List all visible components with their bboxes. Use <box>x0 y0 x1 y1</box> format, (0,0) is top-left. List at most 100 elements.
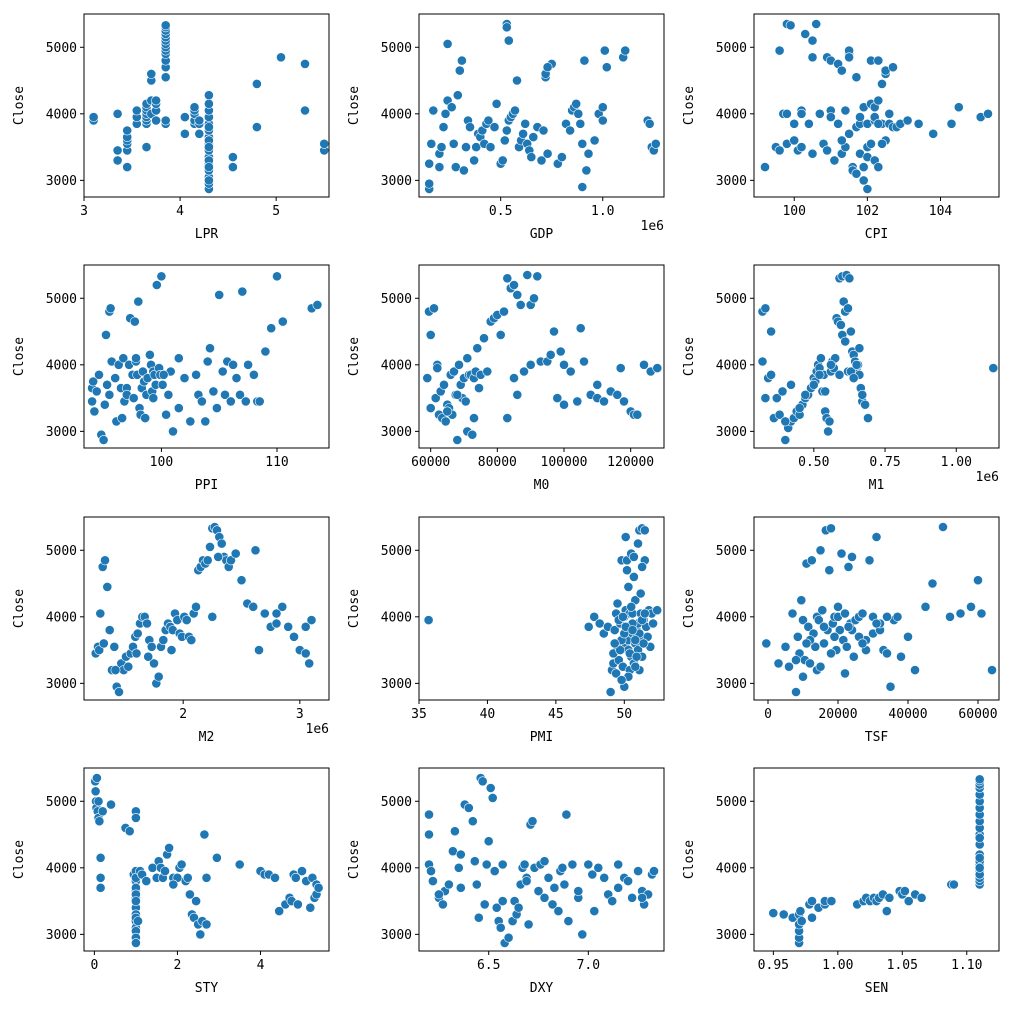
data-point <box>774 145 785 156</box>
data-point <box>123 661 134 672</box>
data-point <box>785 20 796 31</box>
data-point <box>146 641 157 652</box>
data-point <box>816 353 826 364</box>
y-tick-label: 4000 <box>716 107 747 122</box>
data-point <box>840 668 850 679</box>
data-point <box>798 671 808 682</box>
data-point <box>203 162 214 172</box>
data-point <box>784 661 794 672</box>
data-point <box>760 162 770 172</box>
data-point <box>158 635 169 645</box>
data-point <box>806 555 817 566</box>
data-point <box>454 65 465 76</box>
data-point <box>798 615 808 625</box>
data-point <box>156 271 167 282</box>
data-point <box>843 562 854 572</box>
x-tick-label: 100000 <box>541 455 588 470</box>
data-point <box>843 621 854 632</box>
data-point <box>555 346 566 357</box>
data-point <box>425 329 436 340</box>
x-tick-label: 3 <box>296 707 304 722</box>
y-tick-label: 3000 <box>716 174 747 189</box>
data-point <box>469 856 480 867</box>
y-tick-label: 3000 <box>381 677 412 692</box>
data-point <box>201 872 212 883</box>
data-point <box>102 582 113 592</box>
data-point <box>760 303 771 314</box>
data-point <box>549 882 560 893</box>
data-point <box>789 118 800 129</box>
data-point <box>623 582 634 592</box>
data-point <box>499 135 510 146</box>
data-point <box>630 635 641 645</box>
data-point <box>185 416 196 427</box>
data-point <box>638 638 649 649</box>
y-tick-label: 4000 <box>46 861 77 876</box>
data-point <box>824 416 835 427</box>
data-point <box>160 72 171 83</box>
data-point <box>446 102 457 113</box>
y-tick-label: 3000 <box>716 425 747 440</box>
data-point <box>796 108 807 119</box>
data-point <box>855 112 865 122</box>
data-point <box>199 829 210 840</box>
data-point <box>461 142 471 152</box>
points <box>422 270 663 445</box>
data-point <box>592 379 603 390</box>
data-point <box>430 393 441 403</box>
data-point <box>976 608 987 619</box>
data-point <box>873 118 884 129</box>
y-axis-label: Close <box>682 589 697 628</box>
data-point <box>129 316 140 327</box>
data-point <box>639 608 650 619</box>
data-point <box>297 866 307 876</box>
data-point <box>471 879 482 890</box>
y-axis-label: Close <box>12 86 27 125</box>
data-point <box>844 128 854 139</box>
data-point <box>94 816 105 827</box>
data-point <box>565 366 576 377</box>
data-point <box>469 155 479 166</box>
data-point <box>148 393 159 403</box>
data-point <box>637 892 647 903</box>
data-point <box>213 552 224 562</box>
x-tick-label: 6.5 <box>477 958 500 973</box>
y-tick-label: 5000 <box>46 544 77 559</box>
points <box>761 522 997 697</box>
data-point <box>449 826 460 837</box>
data-point <box>848 373 859 383</box>
data-point <box>248 601 259 612</box>
data-point <box>804 118 814 129</box>
data-point <box>795 906 806 916</box>
data-point <box>589 611 600 622</box>
axes-frame <box>418 516 665 701</box>
data-point <box>276 52 286 63</box>
data-point <box>766 326 776 337</box>
data-point <box>599 872 610 883</box>
chart-sen: 0.95 1.00 1.05 1.10 3000 4000 5000 SEN Close <box>682 767 1000 996</box>
data-point <box>522 270 533 280</box>
data-point <box>854 343 865 354</box>
data-point <box>589 906 600 916</box>
data-point <box>208 386 219 397</box>
data-point <box>974 774 985 785</box>
axes-frame <box>753 264 1000 449</box>
data-point <box>840 608 850 619</box>
x-tick-label: 5 <box>272 204 280 219</box>
data-point <box>124 826 135 837</box>
y-tick-label: 4000 <box>716 358 747 373</box>
data-point <box>597 115 608 126</box>
data-point <box>144 349 155 360</box>
data-point <box>815 661 826 672</box>
data-point <box>521 876 532 886</box>
data-point <box>801 638 812 649</box>
data-point <box>557 862 568 873</box>
data-point <box>974 852 985 863</box>
data-point <box>487 793 498 803</box>
data-point <box>834 369 845 380</box>
y-tick-label: 4000 <box>381 610 412 625</box>
data-point <box>251 122 262 132</box>
data-point <box>482 366 493 377</box>
data-point <box>433 889 444 900</box>
data-point <box>866 138 876 149</box>
